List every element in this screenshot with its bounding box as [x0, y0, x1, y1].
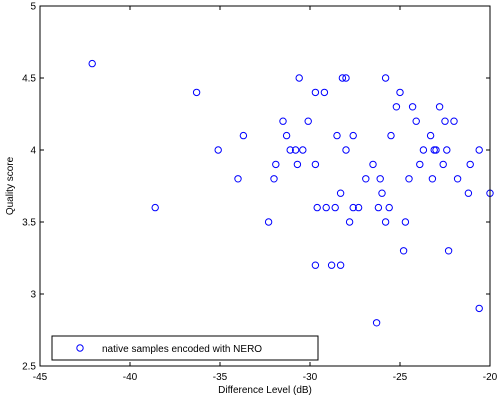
y-tick-label: 2.5	[22, 362, 36, 373]
data-point	[416, 160, 424, 169]
data-point	[426, 131, 435, 140]
x-axis-label: Difference Level (dB)	[218, 385, 312, 396]
legend-marker	[76, 344, 84, 352]
data-point	[270, 175, 278, 183]
legend: native samples encoded with NERO	[51, 335, 319, 361]
data-point	[311, 88, 320, 97]
y-tick-label: 3	[30, 290, 36, 301]
data-point	[264, 218, 273, 226]
data-point	[304, 117, 312, 125]
data-point	[342, 74, 350, 82]
data-point	[345, 218, 354, 226]
data-point	[399, 247, 408, 255]
data-point	[466, 160, 474, 169]
data-point	[327, 261, 336, 269]
data-point	[428, 175, 437, 183]
data-point	[450, 117, 458, 125]
data-point	[311, 261, 320, 269]
data-point	[336, 261, 345, 269]
data-point	[234, 175, 242, 183]
data-point	[396, 88, 404, 97]
data-point	[336, 189, 345, 197]
data-point	[320, 88, 329, 97]
y-tick-label: 4	[30, 146, 36, 157]
data-point	[453, 175, 462, 183]
data-point	[214, 146, 222, 154]
data-point	[419, 146, 428, 154]
data-point	[435, 103, 444, 111]
data-point	[299, 146, 307, 154]
y-axis-label: Quality score	[5, 156, 16, 215]
data-point	[475, 304, 483, 313]
axes-frame	[39, 5, 491, 367]
x-tick-label: -40	[123, 372, 138, 383]
data-point	[444, 247, 453, 255]
data-point	[412, 117, 420, 125]
data-point	[239, 131, 248, 140]
plot-area	[40, 6, 490, 366]
data-point	[381, 74, 390, 82]
data-point	[311, 160, 320, 169]
data-point	[385, 203, 393, 212]
data-point	[279, 117, 287, 125]
data-point	[405, 175, 413, 183]
y-tick-label: 3.5	[22, 218, 36, 229]
legend-label: native samples encoded with NERO	[102, 344, 262, 355]
data-point	[464, 189, 473, 197]
data-point	[291, 146, 300, 154]
legend-box	[51, 335, 319, 361]
data-point	[432, 146, 440, 154]
data-point	[372, 319, 381, 327]
data-point	[88, 59, 96, 68]
data-point	[192, 88, 201, 97]
data-point	[349, 131, 357, 140]
data-point	[362, 175, 370, 183]
data-point	[443, 146, 451, 154]
data-point	[349, 203, 357, 212]
data-point	[439, 160, 447, 169]
data-point	[401, 218, 410, 226]
x-tick-label: -25	[393, 372, 408, 383]
data-point	[272, 160, 280, 169]
data-point	[441, 117, 449, 125]
data-point	[369, 160, 377, 169]
data-point	[333, 131, 341, 140]
data-points	[88, 59, 494, 327]
x-tick-label: -30	[303, 372, 318, 383]
x-tick-label: -35	[213, 372, 228, 383]
data-point	[282, 131, 291, 140]
data-point	[322, 203, 330, 212]
data-point	[295, 74, 303, 82]
x-tick-label: -45	[33, 372, 48, 383]
data-point	[286, 146, 294, 154]
data-point	[374, 203, 383, 212]
data-point	[151, 203, 159, 212]
data-point	[354, 203, 363, 212]
data-point	[381, 218, 390, 226]
y-tick-label: 4.5	[22, 74, 36, 85]
data-point	[376, 175, 384, 183]
data-point	[331, 203, 339, 212]
data-point	[392, 103, 401, 111]
data-point	[338, 74, 347, 82]
data-point	[293, 160, 302, 169]
data-point	[342, 146, 350, 154]
y-tick-label: 5	[30, 2, 36, 13]
data-point	[408, 103, 417, 111]
x-tick-label: -20	[483, 372, 498, 383]
data-point	[475, 146, 483, 154]
data-point	[313, 203, 321, 212]
data-point	[378, 189, 386, 197]
data-point	[387, 131, 395, 140]
